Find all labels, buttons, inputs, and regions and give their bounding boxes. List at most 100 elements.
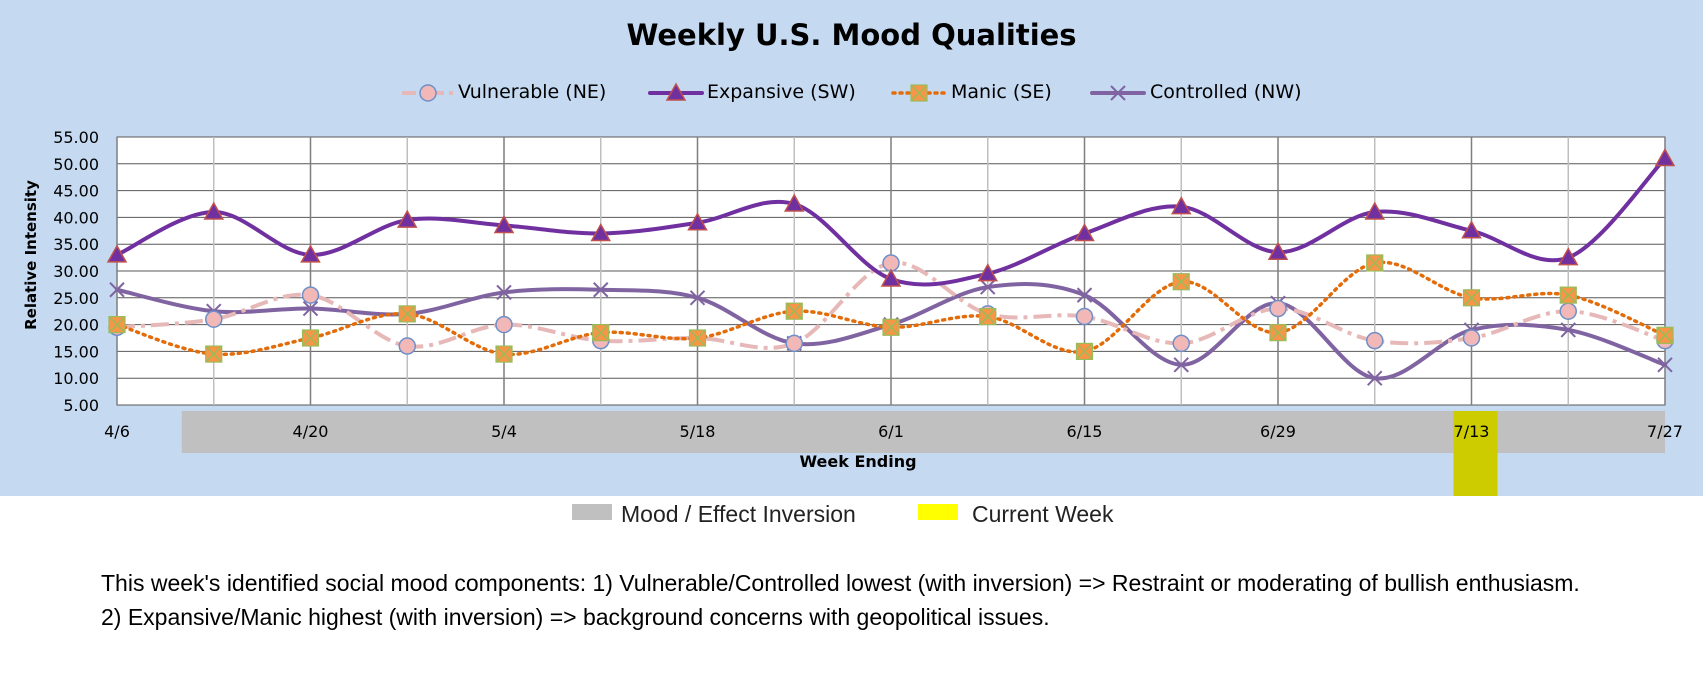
- x-tick-label: 5/18: [680, 422, 716, 441]
- data-point-vulnerable: [301, 286, 320, 304]
- data-point-manic-stroke: [688, 329, 707, 347]
- series-line-manic: [115, 260, 1667, 357]
- data-point-expansive: [1557, 247, 1579, 266]
- data-point-expansive: [493, 214, 515, 234]
- x-tick-label: 4/20: [293, 422, 329, 441]
- legend-label-vulnerable: Vulnerable (NE): [458, 81, 607, 103]
- legend-label-manic: Manic (SE): [951, 81, 1052, 103]
- data-point-controlled: [302, 300, 319, 317]
- data-point-expansive: [880, 268, 902, 287]
- data-point-manic-stroke: [398, 305, 416, 323]
- data-point-manic-stroke: [1656, 326, 1674, 344]
- data-point-controlled-stroke: [980, 279, 996, 295]
- y-tick-label: 40.00: [53, 208, 99, 227]
- legend-marker-manic-stroke: [910, 84, 928, 102]
- data-point-vulnerable: [1559, 302, 1577, 320]
- data-point-manic-stroke: [592, 324, 610, 342]
- data-point-controlled: [1367, 370, 1383, 386]
- legend-marker-controlled: [1110, 85, 1126, 101]
- data-point-manic-stroke: [785, 302, 803, 320]
- y-tick-label: 45.00: [53, 182, 99, 201]
- current-week-band: [1453, 411, 1498, 496]
- data-point-controlled-stroke: [1173, 357, 1189, 373]
- data-point-expansive: [396, 209, 418, 228]
- data-point-manic-stroke: [882, 318, 900, 336]
- data-point-vulnerable: [1269, 299, 1287, 318]
- y-tick-label: 50.00: [53, 155, 99, 174]
- data-point-vulnerable: [785, 334, 803, 353]
- y-tick-label: 15.00: [53, 342, 99, 361]
- data-point-controlled-stroke: [1076, 287, 1093, 303]
- data-point-manic-stroke: [1172, 273, 1190, 291]
- data-point-expansive: [300, 244, 321, 263]
- data-point-manic: [882, 318, 900, 336]
- data-point-expansive: [1170, 196, 1192, 215]
- data-point-manic: [785, 302, 803, 320]
- data-point-controlled: [1560, 322, 1576, 338]
- y-tick-label: 20.00: [53, 316, 99, 335]
- data-point-controlled-stroke: [496, 284, 512, 301]
- data-point-vulnerable: [1366, 331, 1384, 350]
- data-point-manic-stroke: [1269, 324, 1287, 342]
- legend-label-controlled: Controlled (NW): [1150, 81, 1302, 103]
- inversion-label: Mood / Effect Inversion: [621, 501, 856, 527]
- data-point-controlled: [980, 279, 996, 295]
- data-point-expansive: [1267, 241, 1289, 260]
- note-line-1: This week's identified social mood compo…: [101, 570, 1580, 596]
- data-point-controlled-stroke: [1560, 322, 1576, 338]
- data-point-controlled-stroke: [689, 290, 706, 306]
- data-point-expansive: [1074, 222, 1095, 242]
- data-point-manic: [1559, 286, 1577, 304]
- legend-marker-vulnerable: [419, 84, 437, 102]
- legend-marker-manic: [910, 84, 928, 102]
- chart-plot: 5.00 10.00 15.00 20.00 25.00 30.00 35.00 40.00 4…: [53, 128, 1683, 496]
- y-tick-label: 10.00: [53, 369, 99, 388]
- chart-legend: Vulnerable (NE) Expansive (SW) Manic (SE…: [0, 78, 1703, 108]
- data-point-expansive: [687, 212, 708, 231]
- data-point-manic: [205, 345, 223, 363]
- current-week-label: Current Week: [972, 501, 1114, 527]
- y-tick-label: 5.00: [63, 396, 99, 415]
- y-tick-label: 35.00: [53, 235, 99, 254]
- data-point-manic-stroke: [205, 345, 223, 363]
- data-point-expansive: [1654, 147, 1676, 167]
- data-point-vulnerable: [398, 337, 416, 355]
- data-point-manic-stroke: [979, 308, 997, 326]
- data-point-manic: [979, 307, 997, 326]
- data-point-expansive: [106, 244, 128, 263]
- data-point-manic: [592, 324, 610, 342]
- data-point-controlled: [109, 282, 125, 298]
- chart-title: Weekly U.S. Mood Qualities: [626, 18, 1077, 52]
- data-point-manic-stroke: [1075, 342, 1094, 360]
- data-point-controlled: [1173, 357, 1189, 373]
- data-point-manic: [495, 345, 513, 363]
- data-point-manic-stroke: [1559, 286, 1577, 304]
- data-point-vulnerable: [1075, 307, 1094, 326]
- data-point-manic-stroke: [108, 316, 126, 334]
- data-point-expansive: [1364, 201, 1386, 220]
- data-point-expansive: [203, 201, 225, 220]
- data-point-manic: [108, 316, 126, 334]
- data-point-controlled-stroke: [593, 282, 609, 298]
- data-point-controlled-stroke: [109, 282, 125, 298]
- data-point-controlled: [496, 284, 512, 301]
- x-tick-label: 6/29: [1260, 422, 1296, 441]
- x-tick-label: 7/13: [1454, 422, 1490, 441]
- data-point-vulnerable: [495, 315, 513, 334]
- x-tick-label: 7/27: [1647, 422, 1683, 441]
- x-tick-label: 6/1: [878, 422, 904, 441]
- data-point-manic: [398, 305, 416, 323]
- current-week-swatch: [918, 504, 958, 520]
- data-point-manic: [301, 329, 320, 347]
- analysis-note: This week's identified social mood compo…: [101, 566, 1580, 634]
- data-point-manic: [1462, 289, 1481, 307]
- y-tick-label: 55.00: [53, 128, 99, 147]
- data-point-manic: [688, 329, 707, 347]
- data-point-manic-stroke: [495, 345, 513, 363]
- data-point-controlled-stroke: [1367, 370, 1383, 386]
- data-point-manic-stroke: [1462, 289, 1481, 307]
- data-point-manic: [1075, 342, 1094, 360]
- x-tick-label: 6/15: [1067, 422, 1103, 441]
- note-line-2: 2) Expansive/Manic highest (with inversi…: [101, 604, 1050, 630]
- data-point-manic: [1656, 326, 1674, 344]
